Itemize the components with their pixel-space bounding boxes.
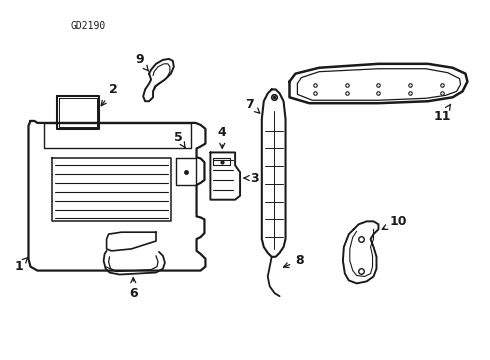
Text: 9: 9 [135, 53, 148, 71]
Text: 3: 3 [244, 171, 259, 185]
Text: 5: 5 [174, 131, 185, 148]
Text: 8: 8 [284, 254, 304, 267]
Text: 10: 10 [382, 215, 407, 229]
Text: 6: 6 [129, 278, 138, 300]
Text: 7: 7 [245, 98, 260, 113]
Text: 4: 4 [218, 126, 227, 148]
Text: 2: 2 [101, 83, 118, 106]
Text: GD2190: GD2190 [70, 21, 105, 31]
Text: 11: 11 [434, 104, 451, 122]
Text: 1: 1 [14, 257, 28, 273]
